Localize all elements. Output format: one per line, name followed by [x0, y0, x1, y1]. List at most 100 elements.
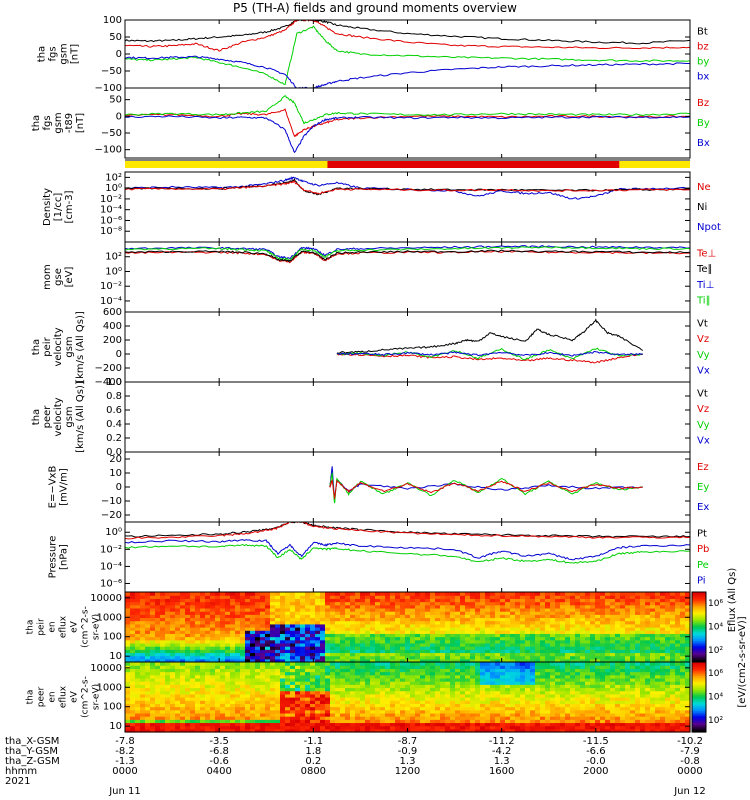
y-axis-label: fgs: [48, 46, 59, 61]
y-tick-label: 200: [103, 335, 122, 346]
y-axis-label: en: [48, 621, 58, 632]
y-axis-label: gsm: [59, 43, 70, 64]
y-tick-label: 50: [109, 95, 122, 106]
panel-frame: [124, 311, 691, 383]
series-line-Ez-7: [329, 479, 643, 499]
y-axis-label: gsm: [53, 112, 64, 133]
panel-5: 600 400 200 0 −200 −400 tha peir velocity gsm [km/…: [31, 307, 710, 388]
y-tick-label: −400: [95, 377, 122, 388]
panel-6: 1.0 0.8 0.6 0.4 0.2 0.0 tha peer velocity gsm [km/…: [31, 377, 710, 458]
y-tick-label: 10⁰: [105, 527, 122, 538]
legend-entry: Ex: [697, 502, 709, 513]
series-line-Ti-4: [125, 245, 690, 260]
legend-entry: Pt: [697, 529, 707, 540]
series-line-Te-4: [125, 250, 690, 264]
y-axis-label: [nPa]: [59, 544, 70, 570]
colorbar-tick-label: 10⁴: [708, 693, 723, 703]
legend-entry: Ti⊥: [696, 280, 714, 291]
y-axis-label: gsm: [64, 336, 75, 357]
legend-entry: Ey: [697, 482, 709, 493]
y-axis-label: gse: [53, 268, 64, 286]
position-value: -6.8: [209, 746, 229, 757]
y-axis-label: eflux: [59, 615, 69, 638]
panel-7: 20 10 0 −10 −20 E=−VxB [mV/m] Ez Ey Ex: [48, 451, 709, 523]
y-tick-label: 10: [109, 468, 122, 479]
y-axis-label: peer: [42, 405, 53, 429]
position-value: -8.2: [115, 746, 135, 757]
y-axis-label: tha: [37, 46, 48, 62]
y-axis-label: tha: [26, 620, 36, 635]
panel-1: 100 50 0 −50 −100 tha fgs gsm [nT] Bt bz by bx: [37, 15, 710, 94]
x-tick-label: 0000: [112, 766, 137, 777]
y-tick-label: 600: [103, 307, 122, 318]
y-axis-label: eV: [70, 620, 80, 633]
legend-entry: Te⊥: [696, 249, 716, 260]
y-tick-label: −20: [101, 510, 122, 521]
legend-entry: Npot: [697, 222, 721, 233]
y-axis-label: fgs: [42, 115, 53, 130]
y-axis-label: peir: [37, 618, 47, 636]
panel-frame: [124, 87, 691, 159]
y-tick-label: 0: [116, 111, 122, 122]
legend-entry: Vx: [697, 365, 710, 376]
x-tick-label: 0800: [301, 766, 326, 777]
position-value: -11.2: [489, 736, 515, 747]
y-tick-label: 0: [116, 349, 122, 360]
y-axis-label: [km/s (All Qs)]: [75, 311, 86, 383]
legend-entry: Pb: [697, 544, 709, 555]
position-value: -0.8: [680, 756, 700, 767]
y-axis-label: sr-eV): [92, 614, 102, 640]
position-value: 1.3: [400, 756, 416, 767]
time-axis-row-label: 2021: [5, 776, 30, 787]
series-line-bx-1: [125, 55, 690, 88]
y-tick-label: 0: [116, 482, 122, 493]
y-tick-label: 10⁻⁴: [100, 205, 122, 216]
x-tick-label: 2000: [583, 766, 608, 777]
colorbar-label: Eflux (All Qs): [727, 568, 738, 633]
legend-entry: Bx: [697, 138, 710, 149]
y-axis-label: tha: [26, 690, 36, 705]
y-axis-label: tha: [31, 115, 42, 131]
panel-2: 50 0 −50 −100 tha fgs gsm -t89 [nT] Bz By Bx: [31, 87, 710, 159]
y-tick-label: −100: [95, 145, 122, 156]
legend-entry: Ti∥: [696, 295, 711, 306]
legend-entry: Ni: [697, 202, 707, 213]
position-value: 1.3: [494, 756, 510, 767]
series-line-By-2: [125, 95, 690, 125]
y-axis-label: [km/s (All Qs)]: [75, 381, 86, 453]
series-line-Te-4: [125, 249, 690, 263]
y-axis-label: Density: [42, 188, 53, 226]
y-tick-label: 10²: [105, 172, 122, 183]
y-axis-label: en: [48, 691, 58, 702]
y-axis-label: eflux: [59, 685, 69, 708]
y-axis-label: [nT]: [70, 44, 81, 64]
series-line-Pe-8: [125, 543, 690, 564]
position-value: -0.0: [586, 756, 606, 767]
panel-8: 10⁰ 10⁻² 10⁻⁴ 10⁻⁶ Pressure [nPa] Pt Pb Pe Pi: [48, 521, 709, 593]
y-tick-label: 10²: [105, 252, 122, 263]
y-tick-label: 1000: [97, 682, 122, 693]
x-tick-label: 1600: [489, 766, 514, 777]
y-tick-label: 100: [103, 15, 122, 26]
time-axis-row-label: hhmm: [5, 766, 37, 777]
legend-entry: Pi: [697, 575, 706, 586]
y-axis-label: tha: [31, 409, 42, 425]
legend-entry: Vt: [697, 389, 708, 400]
y-tick-label: 10000: [90, 593, 122, 604]
legend-entry: bz: [697, 41, 709, 52]
legend-entry: Vt: [697, 319, 708, 330]
strip-bar-segment-3: [619, 161, 690, 168]
colorbar-tick-label: 10²: [708, 716, 723, 726]
position-value: -6.6: [586, 746, 606, 757]
panel-4: 10² 10⁰ 10⁻² 10⁻⁴ mom gse [eV] Te⊥ Te∥ Ti⊥ Ti∥: [42, 241, 716, 313]
y-tick-label: 1000: [97, 612, 122, 623]
strip-bar-segment-1: [125, 161, 328, 168]
chart-title: P5 (TH-A) fields and ground moments over…: [233, 1, 517, 15]
y-tick-label: 10⁻²: [100, 281, 122, 292]
position-value: -8.7: [398, 736, 418, 747]
series-line-Ex-7: [329, 466, 643, 502]
y-tick-label: 0.8: [106, 391, 122, 402]
y-tick-label: 10: [109, 721, 122, 732]
